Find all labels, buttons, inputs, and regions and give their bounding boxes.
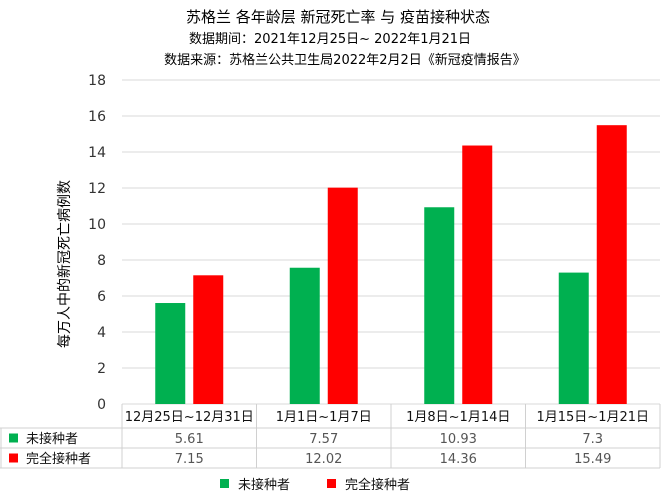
bar-unvaccinated (558, 272, 589, 404)
y-tick-label: 8 (97, 253, 106, 269)
bar-unvaccinated (155, 303, 186, 404)
legend-label: 完全接种者 (345, 477, 410, 493)
chart-source: 数据来源：苏格兰公共卫生局2022年2月2日《新冠疫情报告》 (164, 52, 526, 68)
bar-fully-vaccinated (462, 145, 493, 404)
legend-key-unvaccinated (9, 433, 18, 443)
y-tick-label: 14 (88, 145, 106, 161)
bars (155, 125, 627, 405)
table-cell: 7.57 (309, 432, 338, 447)
y-tick-label: 6 (97, 289, 106, 305)
x-tick-label: 12月25日~12月31日 (125, 410, 254, 425)
legend-key-fully-vaccinated (9, 453, 18, 463)
bar-fully-vaccinated (193, 275, 224, 404)
table-cell: 7.15 (175, 452, 204, 467)
legend: 未接种者 完全接种者 (220, 477, 410, 493)
y-tick-label: 16 (88, 109, 106, 125)
table-row-label: 未接种者 (26, 431, 78, 447)
x-tick-label: 1月15日~1月21日 (536, 410, 649, 425)
chart-subtitle: 数据期间：2021年12月25日~ 2022年1月21日 (189, 32, 471, 47)
y-tick-label: 10 (88, 217, 106, 233)
y-axis-label: 每万人中的新冠死亡病例数 (57, 180, 73, 348)
y-tick-label: 18 (88, 73, 106, 89)
y-tick-label: 12 (88, 181, 106, 197)
table-cell: 5.61 (175, 432, 204, 447)
legend-label: 未接种者 (238, 477, 290, 493)
x-axis-ticks: 12月25日~12月31日 1月1日~1月7日 1月8日~1月14日 1月15日~1月… (125, 410, 649, 425)
legend-swatch-unvaccinated (220, 479, 229, 488)
y-tick-label: 4 (97, 325, 106, 341)
x-tick-label: 1月8日~1月14日 (406, 410, 510, 425)
table-cell: 10.93 (440, 432, 477, 447)
y-axis-ticks: 0 2 4 6 8 10 12 14 16 18 (88, 73, 106, 413)
bar-fully-vaccinated (327, 187, 358, 404)
table-cell: 7.3 (582, 432, 603, 447)
chart-title: 苏格兰 各年龄层 新冠死亡率 与 疫苗接种状态 (186, 8, 490, 26)
y-tick-label: 0 (97, 397, 106, 413)
bar-fully-vaccinated (596, 125, 627, 405)
x-tick-label: 1月1日~1月7日 (276, 410, 372, 425)
table-row-label: 完全接种者 (26, 451, 91, 467)
table-cell: 15.49 (574, 452, 611, 467)
y-tick-label: 2 (97, 361, 106, 377)
bar-unvaccinated (289, 267, 320, 404)
legend-swatch-fully-vaccinated (327, 479, 336, 488)
data-table: 未接种者 5.61 7.57 10.93 7.3 完全接种者 7.15 12.02 14.36 1… (0, 404, 661, 469)
bar-unvaccinated (424, 207, 455, 404)
table-cell: 14.36 (440, 452, 477, 467)
table-cell: 12.02 (305, 452, 342, 467)
